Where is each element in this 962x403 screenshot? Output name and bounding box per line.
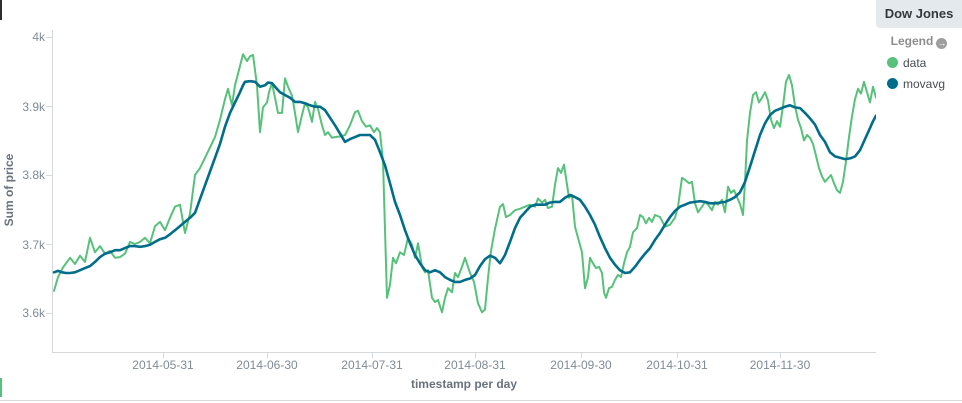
x-axis-title: timestamp per day xyxy=(410,377,518,391)
legend-toggle[interactable]: Legend → xyxy=(876,34,962,49)
legend-item-data[interactable]: data xyxy=(876,56,962,70)
series-line-movavg xyxy=(52,79,878,284)
y-tick-label: 3.6k xyxy=(22,306,45,320)
legend-sidebar: Dow Jones Legend → data movavg xyxy=(876,0,962,403)
screen-edge-artifact xyxy=(0,0,2,20)
x-tick-label: 2014-08-31 xyxy=(444,358,506,372)
panel-bottom-border xyxy=(0,400,962,401)
chart-plot-area[interactable] xyxy=(52,30,876,352)
screen-edge-artifact xyxy=(0,378,2,397)
series-color-dot xyxy=(887,78,898,89)
y-tick-label: 3.7k xyxy=(22,238,45,252)
panel-title: Dow Jones xyxy=(876,0,962,28)
x-tick-label: 2014-07-31 xyxy=(341,358,403,372)
legend-item-movavg[interactable]: movavg xyxy=(876,77,962,91)
x-tick-label: 2014-10-31 xyxy=(646,358,708,372)
legend-toggle-label: Legend xyxy=(890,34,934,48)
y-tick-label: 3.9k xyxy=(22,100,45,114)
y-axis-title: Sum of price xyxy=(2,153,16,227)
y-tick-label: 3.8k xyxy=(22,168,45,182)
x-tick-label: 2014-11-30 xyxy=(749,358,811,372)
series-line-data xyxy=(53,53,877,314)
legend-collapse-icon[interactable]: → xyxy=(936,38,948,49)
y-tick-label: 4k xyxy=(32,30,45,44)
x-tick-label: 2014-06-30 xyxy=(236,358,298,372)
legend-item-label: data xyxy=(903,56,927,70)
x-tick-label: 2014-05-31 xyxy=(132,358,194,372)
series-color-dot xyxy=(887,57,898,68)
x-tick-label: 2014-09-30 xyxy=(550,358,612,372)
legend-item-label: movavg xyxy=(903,77,946,91)
